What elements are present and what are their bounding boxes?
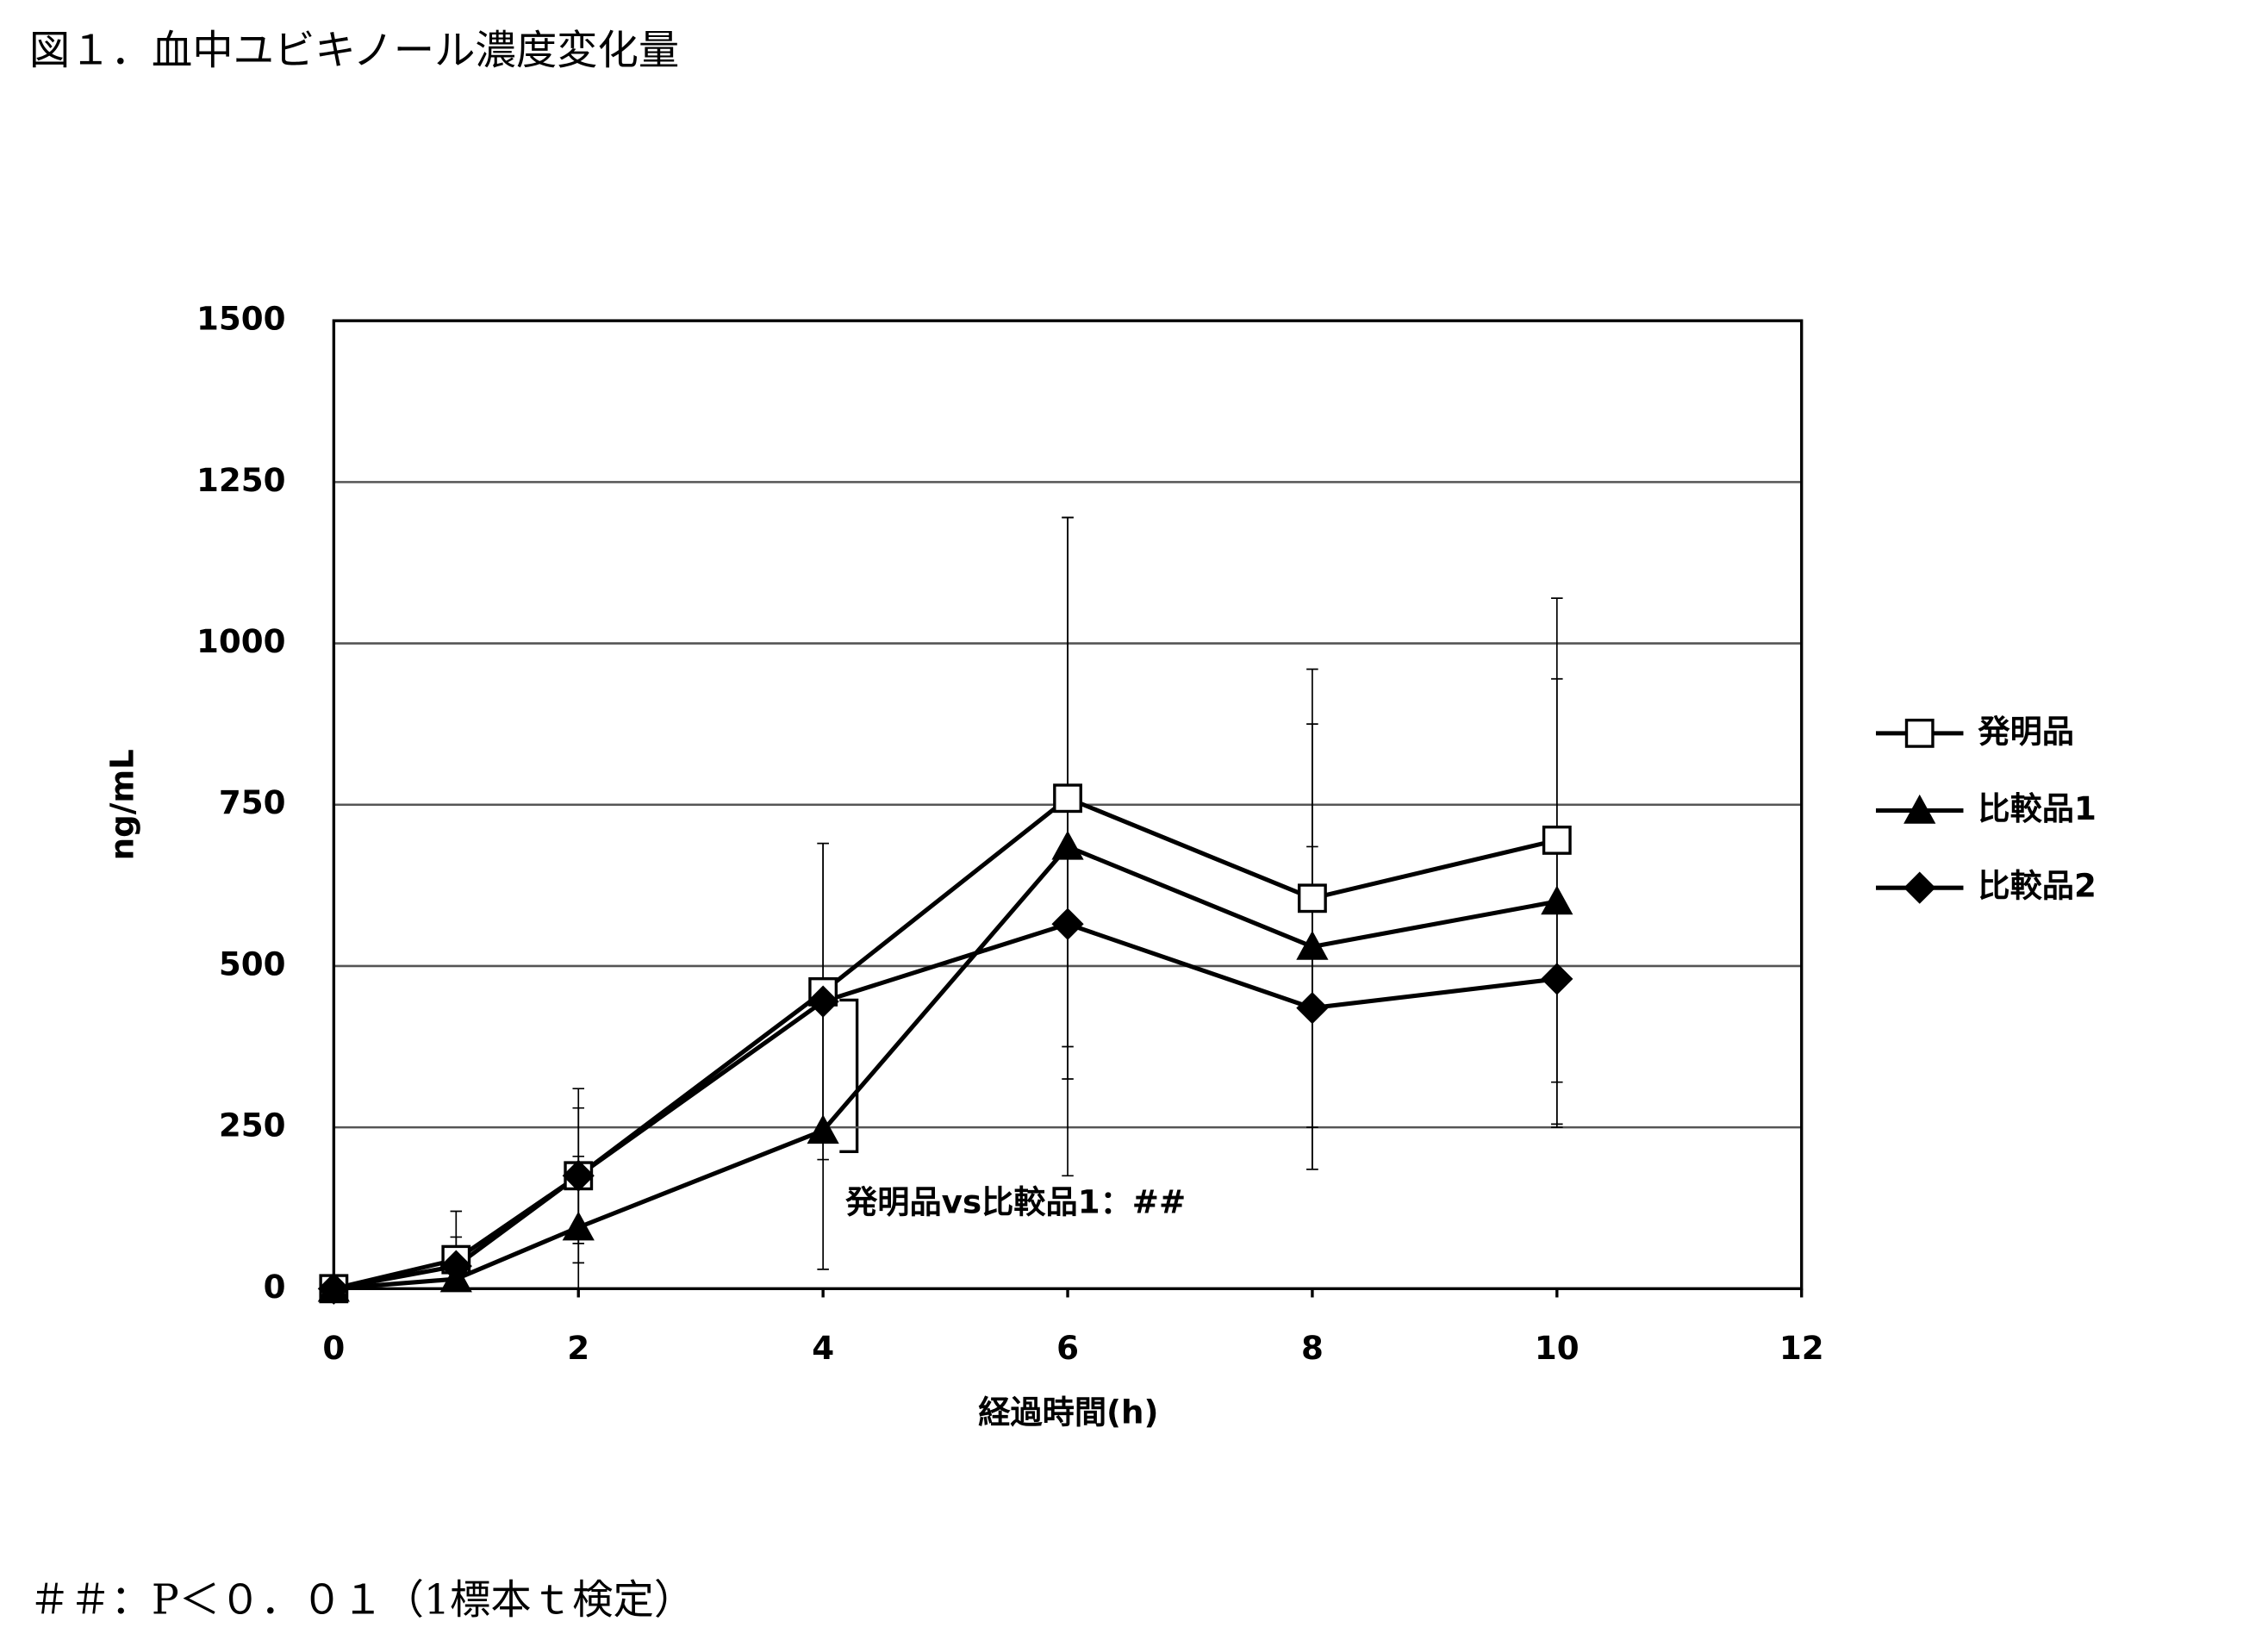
x-tick-label: 2 [567, 1329, 589, 1367]
annotation: 発明品vs比較品1：## [845, 1183, 1186, 1221]
x-axis-label: 経過時間(h) [978, 1393, 1158, 1431]
y-tick-label: 0 [264, 1268, 286, 1306]
data-point [1544, 827, 1570, 853]
y-tick-label: 500 [219, 945, 286, 982]
data-point [1055, 785, 1081, 811]
legend-label: 発明品 [1978, 712, 2074, 750]
data-point [1051, 831, 1083, 860]
bracket [839, 1000, 857, 1151]
footnote: ＃＃：P＜０．０１（1標本ｔ検定） [29, 1577, 695, 1624]
data-point [1541, 885, 1573, 914]
legend-marker [1907, 720, 1933, 746]
y-axis-label: ng/mL [103, 749, 140, 860]
x-tick-label: 8 [1301, 1329, 1324, 1367]
y-tick-label: 1250 [196, 461, 286, 499]
legend-marker [1904, 872, 1935, 904]
data-point [1299, 885, 1325, 911]
y-tick-label: 1000 [196, 622, 286, 660]
y-tick-label: 750 [219, 783, 286, 821]
y-tick-label: 250 [219, 1107, 286, 1144]
x-tick-label: 4 [812, 1329, 834, 1367]
x-tick-label: 0 [322, 1329, 345, 1367]
data-point [563, 1212, 595, 1241]
legend-label: 比較品2 [1978, 867, 2097, 905]
data-point [1541, 963, 1573, 995]
data-point [1296, 992, 1328, 1024]
chart-title: 図１．血中ユビキノール濃度変化量 [29, 28, 679, 75]
x-tick-label: 10 [1535, 1329, 1580, 1367]
legend-label: 比較品1 [1978, 789, 2097, 827]
data-point [1051, 908, 1083, 940]
x-tick-label: 6 [1056, 1329, 1079, 1367]
series-line [333, 924, 1556, 1288]
y-tick-label: 1500 [196, 300, 286, 338]
x-tick-label: 12 [1779, 1329, 1824, 1367]
